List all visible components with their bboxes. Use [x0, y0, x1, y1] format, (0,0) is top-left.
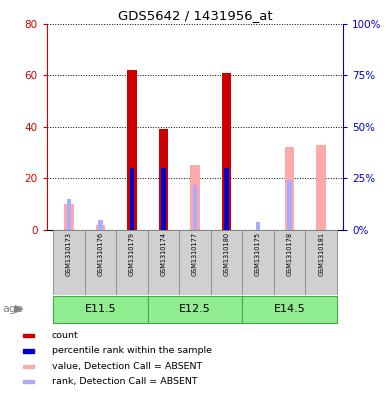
Bar: [127, 70, 137, 230]
Bar: [256, 222, 261, 230]
Bar: [316, 145, 326, 230]
Bar: [98, 220, 103, 230]
Bar: [53, 230, 85, 295]
Bar: [224, 168, 229, 230]
Text: value, Detection Call = ABSENT: value, Detection Call = ABSENT: [52, 362, 202, 371]
Bar: [53, 296, 148, 323]
Bar: [190, 165, 200, 230]
Bar: [305, 230, 337, 295]
Bar: [23, 334, 34, 337]
Text: GSM1310178: GSM1310178: [287, 232, 292, 276]
Text: E14.5: E14.5: [274, 304, 305, 314]
Bar: [116, 230, 148, 295]
Title: GDS5642 / 1431956_at: GDS5642 / 1431956_at: [118, 9, 272, 22]
Bar: [222, 73, 231, 230]
Bar: [85, 230, 116, 295]
Text: GSM1310175: GSM1310175: [255, 232, 261, 276]
Bar: [161, 168, 166, 230]
Bar: [67, 199, 71, 230]
Bar: [159, 129, 168, 230]
Text: GSM1310173: GSM1310173: [66, 232, 72, 276]
Bar: [23, 380, 34, 383]
Bar: [23, 365, 34, 368]
Text: GSM1310179: GSM1310179: [129, 232, 135, 276]
Text: count: count: [52, 331, 78, 340]
Bar: [23, 349, 34, 353]
Bar: [274, 230, 305, 295]
Bar: [96, 225, 105, 230]
Text: GSM1310177: GSM1310177: [192, 232, 198, 276]
Bar: [285, 147, 294, 230]
Bar: [211, 230, 242, 295]
Text: age: age: [2, 304, 23, 314]
Text: GSM1310176: GSM1310176: [98, 232, 103, 276]
Text: E12.5: E12.5: [179, 304, 211, 314]
Text: percentile rank within the sample: percentile rank within the sample: [52, 347, 212, 356]
Bar: [148, 230, 179, 295]
Bar: [287, 180, 292, 230]
Text: ▶: ▶: [15, 304, 23, 314]
Bar: [148, 296, 242, 323]
Bar: [64, 204, 74, 230]
Text: GSM1310180: GSM1310180: [223, 232, 230, 276]
Text: E11.5: E11.5: [85, 304, 116, 314]
Text: GSM1310174: GSM1310174: [160, 232, 167, 276]
Bar: [242, 296, 337, 323]
Bar: [242, 230, 274, 295]
Bar: [179, 230, 211, 295]
Bar: [129, 168, 134, 230]
Text: rank, Detection Call = ABSENT: rank, Detection Call = ABSENT: [52, 377, 197, 386]
Bar: [193, 184, 197, 230]
Text: GSM1310181: GSM1310181: [318, 232, 324, 276]
